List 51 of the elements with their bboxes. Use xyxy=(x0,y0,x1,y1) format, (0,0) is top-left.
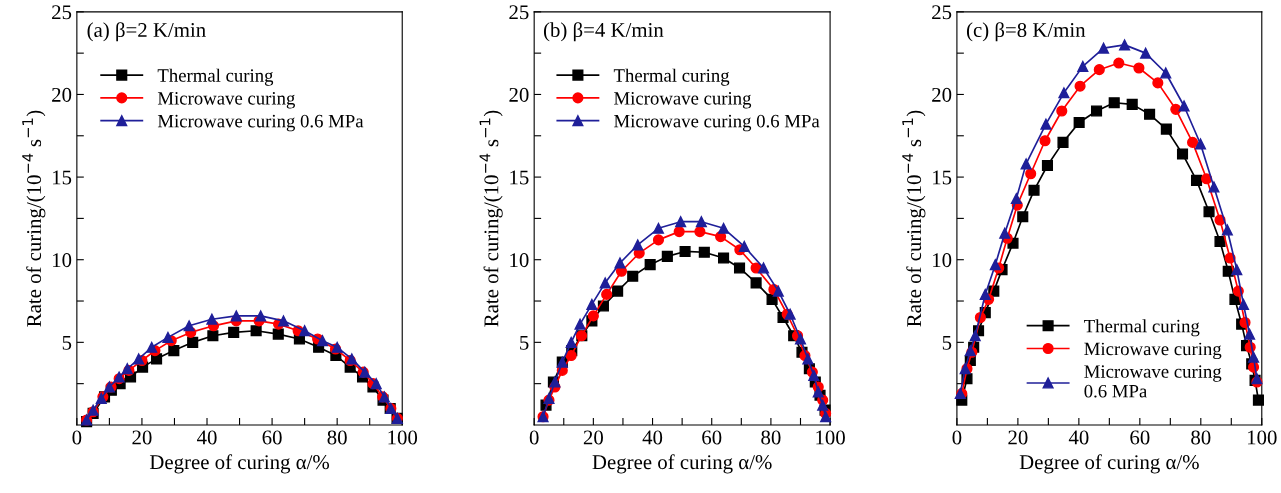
legend-label: Microwave curing xyxy=(614,92,752,109)
legend-label: Microwave curing 0.6 MPa xyxy=(614,114,820,132)
y-tick-label: 25 xyxy=(52,5,72,20)
x-axis-title: Degree of curing α/% xyxy=(149,454,330,474)
chart-title: (a) β=2 K/min xyxy=(87,22,206,42)
x-tick-label: 80 xyxy=(327,430,347,445)
y-tick-label: 10 xyxy=(510,253,529,268)
legend-label: Microwave curing xyxy=(1084,342,1222,360)
y-tick-label: 10 xyxy=(933,253,952,268)
legend-label: Microwave curing xyxy=(157,92,295,109)
x-tick-label: 20 xyxy=(132,430,152,445)
y-tick-label: 15 xyxy=(53,170,72,185)
y-tick-label: 5 xyxy=(520,335,529,350)
x-tick-label: 40 xyxy=(642,430,663,445)
x-tick-label: 0 xyxy=(529,430,539,445)
x-tick-label: 40 xyxy=(1068,430,1089,445)
y-axis-title: Rate of curing/(10$^{−4}$ s$^{−1}$) xyxy=(902,110,926,327)
y-tick-label: 20 xyxy=(932,87,952,102)
legend-label: Microwave curing 0.6 MPa xyxy=(157,114,364,132)
x-tick-label: 60 xyxy=(1130,430,1150,445)
x-tick-label: 100 xyxy=(1247,430,1277,445)
y-tick-label: 20 xyxy=(509,87,529,102)
y-tick-label: 15 xyxy=(933,170,952,185)
y-tick-label: 20 xyxy=(52,87,72,102)
x-tick-label: 0 xyxy=(952,430,962,445)
x-tick-label: 40 xyxy=(197,430,217,445)
y-tick-label: 25 xyxy=(932,5,952,20)
y-tick-label: 15 xyxy=(510,170,529,185)
x-axis-title: Degree of curing α/% xyxy=(592,454,772,474)
chart-title: (b) β=4 K/min xyxy=(543,22,664,42)
y-axis-title: Rate of curing/(10$^{−4}$ s$^{−1}$) xyxy=(479,110,503,327)
y-tick-label: 5 xyxy=(62,335,72,350)
x-axis-title: Degree of curing α/% xyxy=(1019,454,1199,474)
x-tick-label: 0 xyxy=(72,430,82,445)
x-tick-label: 100 xyxy=(388,430,418,445)
y-tick-label: 5 xyxy=(942,335,952,350)
x-tick-label: 60 xyxy=(262,430,282,445)
chart-title: (c) β=8 K/min xyxy=(966,22,1086,42)
legend-label: Thermal curing xyxy=(157,68,274,86)
x-tick-label: 20 xyxy=(1008,430,1028,445)
y-tick-label: 10 xyxy=(53,253,72,268)
x-tick-label: 60 xyxy=(702,430,722,445)
y-axis-title: Rate of curing/(10$^{−4}$ s$^{−1}$) xyxy=(22,110,46,327)
legend-label: Thermal curing xyxy=(613,68,730,86)
x-tick-label: 20 xyxy=(583,430,603,445)
x-tick-label: 80 xyxy=(761,430,781,445)
x-tick-label: 80 xyxy=(1191,430,1211,445)
y-tick-label: 25 xyxy=(509,5,529,20)
legend-label: Thermal curing xyxy=(1084,319,1200,337)
legend-label: Microwave curing 0.6 MPa xyxy=(1084,365,1222,398)
x-tick-label: 100 xyxy=(816,430,845,445)
